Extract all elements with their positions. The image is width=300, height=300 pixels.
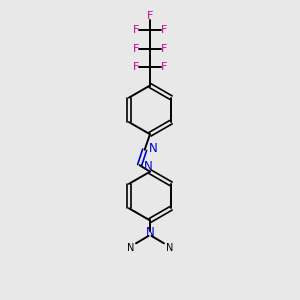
Text: F: F [161, 44, 167, 54]
Text: N: N [127, 243, 134, 253]
Text: F: F [133, 44, 139, 54]
Text: N: N [166, 243, 173, 253]
Text: F: F [147, 11, 153, 21]
Text: N: N [144, 160, 153, 173]
Text: F: F [161, 62, 167, 72]
Text: F: F [161, 25, 167, 35]
Text: F: F [133, 25, 139, 35]
Text: F: F [133, 62, 139, 72]
Text: N: N [146, 226, 154, 239]
Text: N: N [149, 142, 158, 155]
